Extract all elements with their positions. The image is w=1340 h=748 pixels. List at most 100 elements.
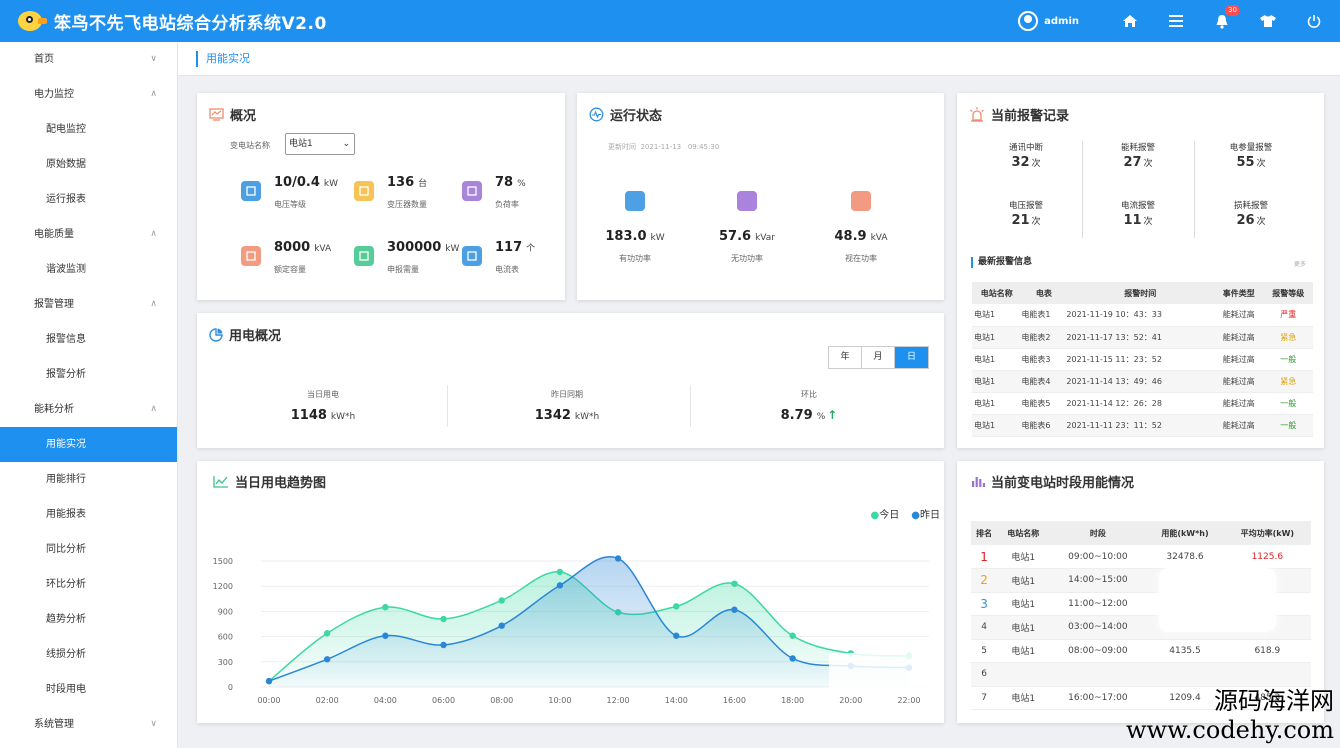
user-menu[interactable]: admin — [1018, 11, 1079, 31]
stat-label: 申报需量 — [387, 265, 419, 274]
overview-card: 概况 变电站名称 电站1 ⌄ 10/0.4 kW 电压等级 136 台变压器数量 78% 负… — [197, 93, 565, 300]
sidebar-item-label: 报警分析 — [46, 369, 86, 380]
sidebar-item-9[interactable]: 报警分析 — [0, 357, 177, 392]
x-tick-label: 14:00 — [665, 696, 688, 705]
usage-item: 昨日同期 1342 kW*h — [507, 389, 627, 423]
table-row[interactable]: 6 — [971, 662, 1311, 687]
sidebar-item-8[interactable]: 报警信息 — [0, 322, 177, 357]
table-row[interactable]: 电站1 电能表5 2021-11-14 12：26：28 能耗过高 一般 — [972, 392, 1313, 415]
power-icon[interactable] — [1304, 11, 1324, 31]
table-row[interactable]: 电站1 电能表3 2021-11-15 11：23：52 能耗过高 一般 — [972, 348, 1313, 371]
alarm-count-value: 11 — [1123, 213, 1142, 228]
sidebar-item-19[interactable]: 系统管理 ∨ — [0, 707, 177, 742]
y-tick-label: 600 — [218, 633, 233, 642]
data-point[interactable] — [789, 655, 796, 662]
y-tick-label: 300 — [218, 658, 233, 667]
trend-chart: 0 300 600 900 1200 1500 00:00 02:00 04:00 06:00 08… — [213, 555, 941, 705]
data-point[interactable] — [498, 622, 505, 629]
alarm-count-value: 55 — [1236, 155, 1255, 170]
table-row[interactable]: 1 电站1 09:00~10:00 32478.6 1125.6 — [971, 545, 1311, 569]
alarm-cell: 电站1 — [972, 326, 1022, 349]
sidebar-item-label: 同比分析 — [46, 544, 86, 555]
sidebar-item-16[interactable]: 趋势分析 — [0, 602, 177, 637]
table-row[interactable]: 电站1 电能表1 2021-11-19 10：43：33 能耗过高 严重 — [972, 304, 1313, 327]
usage-label: 昨日同期 — [551, 390, 583, 399]
alarm-count-unit: 次 — [1031, 217, 1041, 227]
alarm-cell: 电能表1 — [1021, 304, 1067, 327]
legend-today[interactable]: ●今日 — [870, 510, 900, 521]
watermark-line2: www.codehy.com — [1126, 716, 1334, 744]
data-point[interactable] — [323, 656, 331, 663]
alarm-count[interactable]: 损耗报警 26 次 — [1206, 199, 1296, 228]
data-point[interactable] — [673, 603, 680, 610]
data-point[interactable] — [556, 582, 564, 589]
table-row[interactable]: 电站1 电能表6 2021-11-11 23：11：52 能耗过高 一般 — [972, 414, 1313, 437]
table-row[interactable]: 电站1 电能表4 2021-11-14 13：49：46 能耗过高 紧急 — [972, 370, 1313, 393]
sidebar-item-6[interactable]: 谐波监测 — [0, 252, 177, 287]
data-point[interactable] — [440, 615, 447, 623]
x-tick-label: 22:00 — [897, 696, 920, 705]
alarm-count-label: 电压报警 — [1008, 201, 1043, 211]
series-area-1 — [269, 556, 909, 687]
data-point[interactable] — [265, 677, 273, 685]
alarm-column-header: 电站名称 — [972, 282, 1022, 304]
alarm-cell: 2021-11-11 23：11：52 — [1066, 414, 1215, 437]
sidebar-item-14[interactable]: 同比分析 — [0, 532, 177, 567]
table-row[interactable]: 电站1 电能表2 2021-11-17 13：52：41 能耗过高 紧急 — [972, 326, 1313, 349]
data-point[interactable] — [556, 568, 564, 576]
data-point[interactable] — [789, 632, 796, 639]
sidebar-item-label: 趋势分析 — [46, 614, 86, 625]
alarm-count[interactable]: 通讯中断 32 次 — [981, 141, 1071, 170]
table-row[interactable]: 7 电站1 16:00~17:00 1209.4 485.3 — [971, 686, 1311, 710]
sidebar-item-15[interactable]: 环比分析 — [0, 567, 177, 602]
sidebar-item-3[interactable]: 原始数据 — [0, 147, 177, 182]
period-year-button[interactable]: 年 — [829, 347, 862, 368]
data-point[interactable] — [673, 632, 680, 639]
legend-yesterday[interactable]: ●昨日 — [911, 510, 940, 521]
more-link[interactable]: 更多 — [1293, 261, 1306, 268]
alarm-column-header: 报警时间 — [1066, 282, 1215, 304]
data-point[interactable] — [614, 555, 622, 562]
sidebar-item-5[interactable]: 电能质量 ∧ — [0, 217, 177, 252]
bell-icon[interactable]: 30 — [1212, 5, 1240, 31]
data-point[interactable] — [498, 597, 505, 604]
sidebar-item-7[interactable]: 报警管理 ∧ — [0, 287, 177, 322]
alarm-count[interactable]: 电流报警 11 次 — [1093, 199, 1183, 228]
sidebar-item-11[interactable]: 用能实况 — [0, 427, 177, 462]
watermark-line1: 源码海洋网 — [1214, 687, 1334, 715]
station-select[interactable]: 电站1 ⌄ — [285, 133, 355, 155]
data-point[interactable] — [382, 632, 389, 639]
alarm-count[interactable]: 电压报警 21 次 — [981, 199, 1071, 228]
alarm-cell: 电站1 — [972, 370, 1022, 393]
data-point[interactable] — [382, 604, 389, 611]
home-icon[interactable] — [1120, 11, 1140, 31]
sidebar-item-10[interactable]: 能耗分析 ∧ — [0, 392, 177, 427]
alarm-count[interactable]: 电参量报警 55 次 — [1206, 141, 1296, 170]
sidebar-item-18[interactable]: 时段用电 — [0, 672, 177, 707]
sidebar-item-1[interactable]: 电力监控 ∧ — [0, 77, 177, 112]
period-cell: 1209.4 — [1146, 686, 1224, 710]
period-day-button[interactable]: 日 — [895, 347, 928, 368]
sidebar-item-0[interactable]: 首页 ∨ — [0, 42, 177, 77]
menu-icon[interactable] — [1166, 11, 1186, 31]
breadcrumb[interactable]: 用能实况 — [196, 51, 250, 67]
x-tick-label: 18:00 — [781, 696, 804, 705]
sidebar-item-label: 系统管理 — [34, 719, 74, 730]
sidebar-item-4[interactable]: 运行报表 — [0, 182, 177, 217]
data-point[interactable] — [440, 641, 447, 649]
chevron-up-icon: ∧ — [150, 229, 157, 239]
sidebar-item-2[interactable]: 配电监控 — [0, 112, 177, 147]
sidebar-item-label: 用能实况 — [46, 439, 86, 450]
data-point[interactable] — [731, 580, 738, 587]
legend-today-dot: ● — [870, 510, 880, 521]
shirt-icon[interactable] — [1258, 11, 1278, 31]
data-point[interactable] — [731, 606, 738, 613]
sidebar-item-12[interactable]: 用能排行 — [0, 462, 177, 497]
sidebar-item-13[interactable]: 用能报表 — [0, 497, 177, 532]
period-month-button[interactable]: 月 — [862, 347, 895, 368]
data-point[interactable] — [323, 630, 331, 637]
period-cell: 03:00~14:00 — [1049, 615, 1147, 640]
table-row[interactable]: 5 电站1 08:00~09:00 4135.5 618.9 — [971, 639, 1311, 663]
sidebar-item-17[interactable]: 线损分析 — [0, 637, 177, 672]
alarm-count[interactable]: 能耗报警 27 次 — [1093, 141, 1183, 170]
